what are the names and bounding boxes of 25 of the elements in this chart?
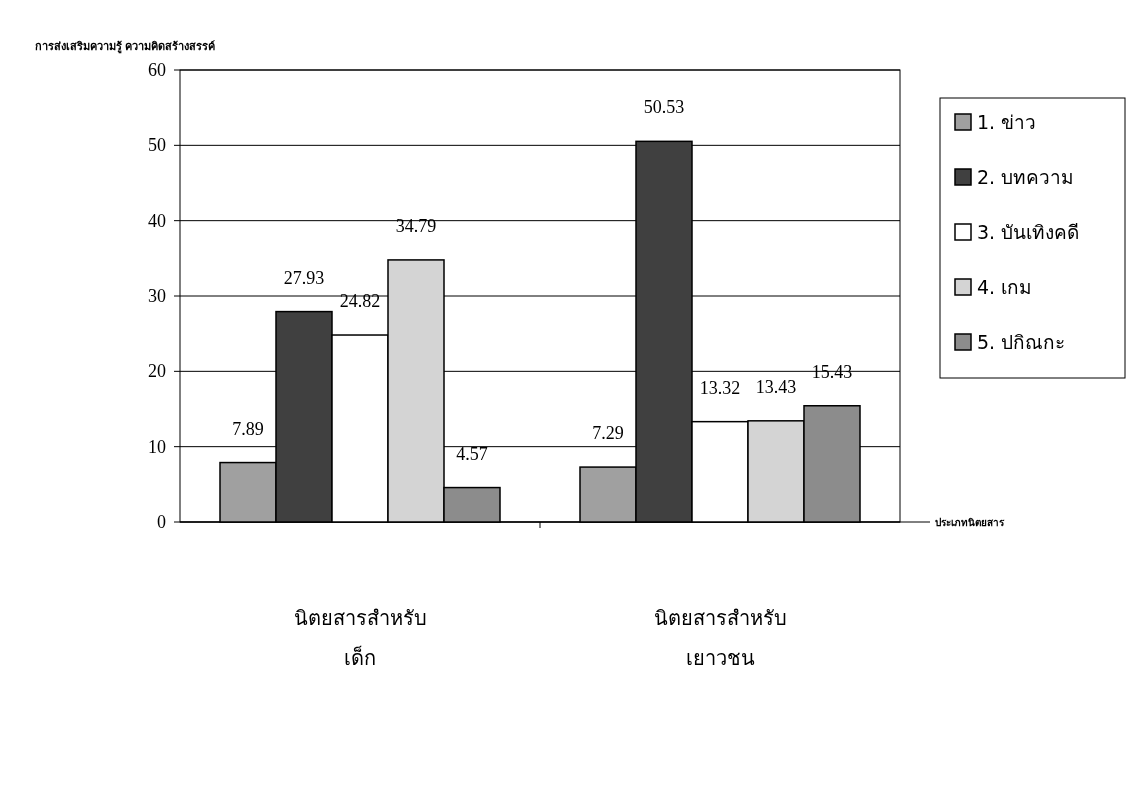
legend-label: 4. เกม (977, 276, 1033, 298)
legend-label: 3. บันเทิงคดี (977, 221, 1080, 243)
data-label: 4.57 (456, 443, 488, 464)
y-tick-label: 10 (148, 436, 166, 457)
legend-label: 2. บทความ (977, 166, 1075, 188)
y-tick-label: 50 (148, 135, 166, 156)
data-label: 7.89 (232, 418, 264, 439)
data-label: 50.53 (643, 97, 685, 118)
y-tick-label: 60 (148, 60, 166, 80)
chart-title: การส่งเสริมความรู้ ความคิดสร้างสรรค์ (35, 40, 215, 54)
legend-label: 1. ข่าว (977, 111, 1037, 133)
data-label: 7.29 (592, 423, 624, 444)
data-label: 27.93 (283, 267, 325, 288)
data-label: 24.82 (339, 291, 381, 312)
y-tick-label: 30 (148, 286, 166, 306)
y-tick-label: 0 (157, 512, 166, 532)
x-axis-title: ประเภทนิตยสาร (935, 517, 1005, 528)
x-tick-label: นิตยสารสำหรับ เยาวชน (653, 606, 787, 670)
legend-label: 5. ปกิณกะ (977, 331, 1066, 353)
y-tick-label: 20 (148, 361, 166, 382)
data-label: 13.43 (755, 376, 797, 397)
data-label: 13.32 (699, 377, 741, 398)
x-tick-label: นิตยสารสำหรับ เด็ก (293, 606, 427, 670)
y-tick-label: 40 (148, 210, 166, 231)
data-label: 34.79 (395, 215, 437, 236)
